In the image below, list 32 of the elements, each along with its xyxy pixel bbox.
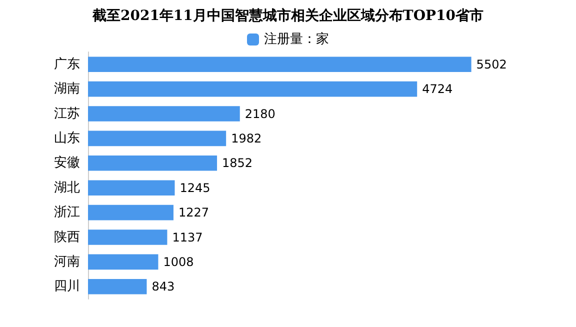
y-tick-label: 浙江 [54,205,80,220]
y-tick-label: 河南 [54,254,80,270]
chart-title: 截至2021年11月中国智慧城市相关企业区域分布TOP10省市 [91,7,484,24]
bar [88,230,168,245]
bar [88,180,175,196]
data-label: 843 [152,280,175,294]
legend-label: 注册量：家 [264,31,329,47]
y-tick-label: 江苏 [54,106,80,122]
data-label: 1982 [231,131,262,146]
y-tick-label: 四川 [54,279,80,294]
y-tick-label: 陕西 [54,230,80,245]
data-label: 1227 [178,206,210,220]
bar [88,254,158,270]
data-label: 5502 [476,57,507,72]
y-tick-label: 湖南 [54,82,80,97]
bar [88,204,174,220]
bar [88,155,218,171]
y-tick-label: 广东 [54,56,80,72]
data-label: 4724 [422,82,453,96]
y-tick-label: 湖北 [54,180,80,196]
data-label: 1852 [222,156,253,170]
data-label: 1008 [163,254,194,269]
y-tick-label: 山东 [54,130,80,146]
data-label: 1137 [172,230,203,244]
bar [88,130,226,146]
y-tick-label: 安徽 [54,154,80,171]
bar [88,81,418,97]
bar [88,278,147,294]
bar [88,106,240,122]
data-label: 2180 [244,106,276,121]
bar [88,56,472,72]
data-label: 1245 [180,180,210,195]
